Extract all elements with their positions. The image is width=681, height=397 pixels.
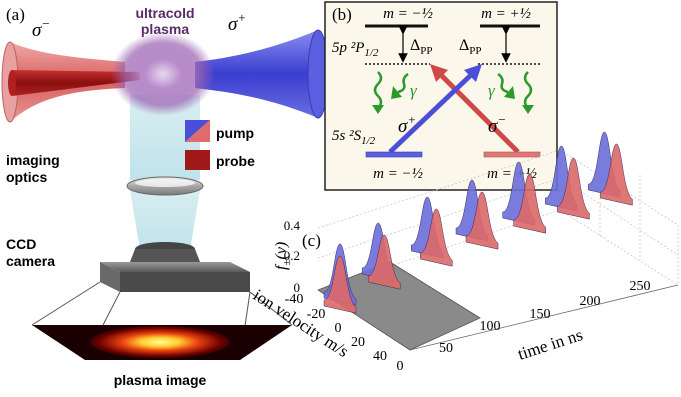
sigma-minus-peak [557,157,590,220]
lower-right-level [483,151,541,158]
plasma-image-label: plasma image [114,372,207,388]
pump-swatch-red [185,120,210,142]
time-tick: 100 [480,319,501,334]
distribution-peaks [323,131,633,314]
ccd-label-1: CCD [6,236,36,252]
gamma-arrowhead [372,105,384,114]
z-tick: 0.4 [284,218,301,233]
time-tick: 250 [630,279,651,294]
upper-state-label: 5p ²P1/2 [332,40,379,59]
sigma-plus-transition-label: σ+ [398,112,416,137]
sigma-minus-label: σ− [32,16,50,41]
gamma-arrowhead [504,86,515,99]
panel-c-label: (c) [302,231,321,250]
panel-c: (c) f±(v) 0 0.2 0.4 -40 -20 0 20 40 [250,131,679,374]
probe-label: probe [216,153,255,169]
gamma-right-label: γ [488,81,496,100]
ccd-camera [100,242,250,292]
gamma-left-label: γ [410,81,418,100]
lens-highlight [135,179,195,187]
gamma-wiggle [523,71,533,109]
gamma-wiggle [373,71,383,109]
projection-line [31,281,101,326]
sigma-minus-peak [513,173,546,234]
beam-legend: pump probe [185,120,255,170]
gamma-decays [372,71,534,114]
lower-left-level [365,151,423,158]
sigma-minus-peak [323,255,357,314]
sigma-plus-label: σ+ [228,10,246,35]
projection-line [249,291,293,326]
probe-beam-end [8,70,16,96]
gamma-wiggle [497,72,509,94]
time-tick: 150 [530,307,551,322]
plasma-title-2: plasma [141,21,189,37]
delta-right-label: ΔPP [459,37,482,57]
time-axis-label: time in ns [515,325,585,364]
imaging-label-1: imaging [6,152,60,168]
velocity-tick: 40 [373,349,387,364]
time-tick: 50 [439,341,453,356]
sigma-plus-beam [195,30,318,118]
panel-a-label: (a) [6,5,25,24]
z-tick: 0.2 [284,248,300,263]
velocity-tick: -20 [307,307,326,322]
time-tick: 200 [580,294,601,309]
probe-beam [12,70,140,96]
plasma-image [90,326,230,358]
panel-b-box [324,1,558,191]
lower-left-m: m = −½ [373,166,423,182]
sigma-minus-peak [465,191,499,250]
time-tick: 0 [397,359,404,374]
sigma-plus-arrowhead [464,64,482,82]
sigma-minus-peak [367,234,401,290]
panel-b-label: (b) [332,5,352,24]
time-axis-line [409,284,679,351]
z-axis-label: f±(v) [273,242,293,270]
panel-a: (a) ultracold plasma σ− σ+ pump probe i [1,5,329,388]
camera-front [120,272,250,292]
upper-left-m: m = −½ [383,6,433,22]
z-tick: 0 [294,280,301,295]
sigma-minus-arrowhead [430,64,448,82]
imaging-label-2: optics [6,169,47,185]
velocity-tick: 0 [335,321,342,336]
imaging-light-path [130,95,200,180]
velocity-tick: 20 [351,335,365,350]
gamma-arrowhead [391,86,402,99]
panel-b: (b) m = −½ m = +½ 5p ²P1/2 ΔPP ΔPP γ γ [324,1,558,191]
gamma-arrowhead [522,105,534,114]
gamma-wiggle [397,72,409,94]
camera-top [100,262,250,272]
probe-swatch [185,150,210,170]
plasma-cloud [111,32,215,116]
sigma-minus-transition-label: σ− [488,112,506,137]
ccd-label-2: camera [6,253,55,269]
lower-right-m: m = +½ [487,166,537,182]
pump-label: pump [216,125,254,141]
plasma-title-1: ultracold [135,5,194,21]
sigma-minus-transition [438,72,520,154]
focused-light-path [130,190,200,250]
lower-state-label: 5s ²S1/2 [332,128,376,147]
camera-lens-body [130,249,200,262]
sigma-minus-peak [420,208,453,267]
delta-left-label: ΔPP [410,37,433,57]
sigma-minus-peak [600,143,633,206]
sigma-plus-transition [388,72,474,154]
upper-right-m: m = +½ [481,6,531,22]
velocity-tick: -40 [285,292,304,307]
camera-side [100,262,120,292]
